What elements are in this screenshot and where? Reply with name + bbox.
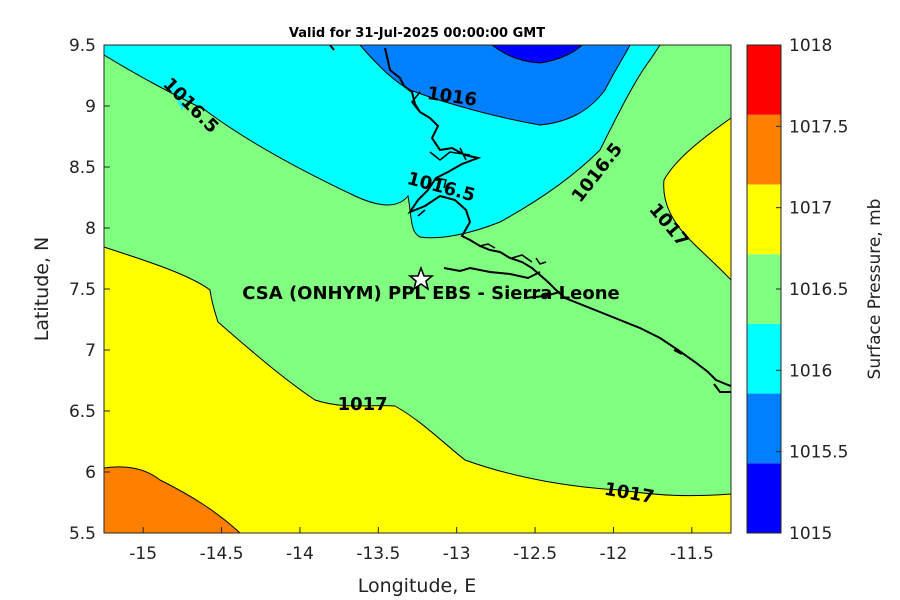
colorbar-tick-label: 1017.5: [789, 117, 848, 137]
colorbar-tick-label: 1016.5: [789, 280, 848, 300]
y-tick-label: 8.5: [69, 158, 96, 178]
y-tick-label: 7.5: [69, 280, 96, 300]
colorbar-band: [747, 463, 781, 533]
colorbar-band: [747, 114, 781, 185]
colorbar-band: [747, 45, 781, 115]
x-tick-label: -11.5: [670, 544, 714, 564]
site-star-icon: [407, 265, 435, 291]
x-axis-title: Longitude, E: [358, 575, 477, 597]
contour-label: 1017: [338, 394, 388, 415]
coastline: [329, 44, 732, 393]
colorbar-band: [747, 393, 781, 464]
band-1015-5-blue: [358, 44, 631, 126]
band-1015-darkblue: [490, 44, 584, 64]
band-1017-yellow-east: [663, 117, 732, 282]
colorbar: [747, 45, 781, 533]
x-axis-ticks: -15 -14.5 -14 -13.5 -13 -12.5 -12 -11.5: [129, 527, 714, 564]
x-tick-label: -14: [286, 544, 314, 564]
y-tick-label: 9: [85, 97, 96, 117]
x-tick-label: -15: [129, 544, 157, 564]
x-tick-label: -12: [600, 544, 628, 564]
y-tick-label: 9.5: [69, 36, 96, 56]
colorbar-ticks: 1015 1015.5 1016 1016.5 1017 1017.5 1018: [776, 36, 848, 544]
site-label: CSA (ONHYM) PPL EBS - Sierra Leone: [242, 283, 619, 304]
y-tick-label: 5.5: [69, 524, 96, 544]
band-1016-cyan-patch: [176, 98, 186, 110]
colorbar-tick-label: 1018: [789, 36, 832, 56]
coastline-detail: [411, 91, 547, 265]
colorbar-band: [747, 254, 781, 324]
y-axis-ticks: 5.5 6 6.5 7 7.5 8 8.5 9 9.5: [69, 36, 110, 544]
colorbar-title: Surface Pressure, mb: [865, 199, 885, 380]
x-tick-label: -14.5: [200, 544, 244, 564]
y-tick-label: 7: [85, 341, 96, 361]
colorbar-band: [747, 323, 781, 394]
colorbar-tick-label: 1015.5: [789, 443, 848, 463]
plot-title: Valid for 31-Jul-2025 00:00:00 GMT: [289, 26, 545, 41]
y-tick-label: 6: [85, 463, 96, 483]
band-1017-yellow-south: [103, 246, 732, 534]
y-axis-title: Latitude, N: [31, 237, 53, 342]
colorbar-tick-label: 1015: [789, 524, 832, 544]
band-1017-5-orange: [103, 466, 242, 534]
x-tick-label: -13: [443, 544, 471, 564]
colorbar-band: [747, 184, 781, 255]
colorbar-tick-label: 1016: [789, 361, 832, 381]
y-tick-label: 6.5: [69, 402, 96, 422]
y-tick-label: 8: [85, 219, 96, 239]
colorbar-frame: [746, 44, 782, 534]
x-tick-label: -13.5: [356, 544, 400, 564]
x-tick-label: -12.5: [513, 544, 557, 564]
colorbar-tick-label: 1017: [789, 199, 832, 219]
